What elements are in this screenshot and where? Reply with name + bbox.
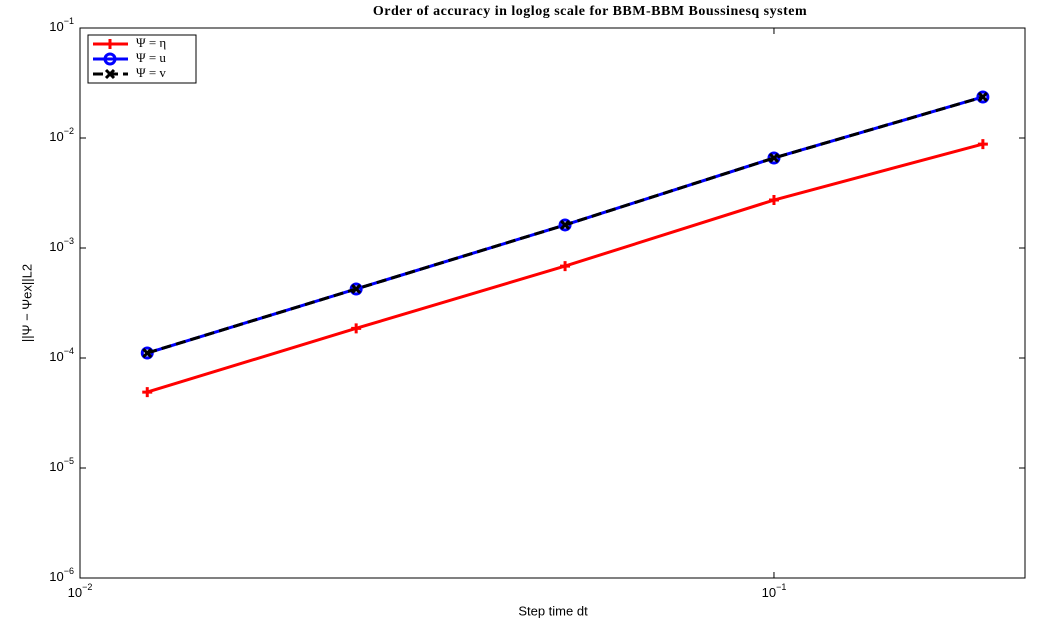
y-tick-label: 10−5 [49, 456, 74, 474]
marker [560, 219, 571, 231]
y-tick-label: 10−2 [49, 126, 74, 144]
y-tick-label: 10−1 [49, 16, 74, 34]
marker [977, 139, 988, 150]
marker [977, 91, 988, 103]
y-tick-label: 10−3 [49, 236, 74, 254]
legend-label: Ψ = v [136, 65, 166, 80]
marker [768, 195, 779, 206]
legend-label: Ψ = u [136, 50, 166, 65]
y-tick-label: 10−4 [49, 346, 74, 364]
marker [768, 152, 780, 164]
marker [142, 387, 153, 398]
x-tick-label: 10−2 [68, 582, 93, 600]
marker [558, 218, 572, 232]
marker [976, 90, 990, 104]
chart-title: Order of accuracy in loglog scale for BB… [373, 4, 807, 19]
x-axis-label: Step time dt [518, 603, 588, 618]
marker [103, 52, 117, 66]
marker [105, 39, 115, 49]
plot-frame [79, 27, 1026, 579]
marker [104, 68, 116, 80]
marker [351, 323, 362, 334]
marker [560, 261, 571, 272]
y-axis-label: ||Ψ − Ψex||L2 [19, 264, 34, 342]
marker [351, 283, 362, 295]
y-tick-label: 10−6 [49, 566, 74, 584]
marker [142, 347, 153, 359]
legend-label: Ψ = η [136, 35, 166, 50]
x-tick-label: 10−1 [762, 582, 787, 600]
